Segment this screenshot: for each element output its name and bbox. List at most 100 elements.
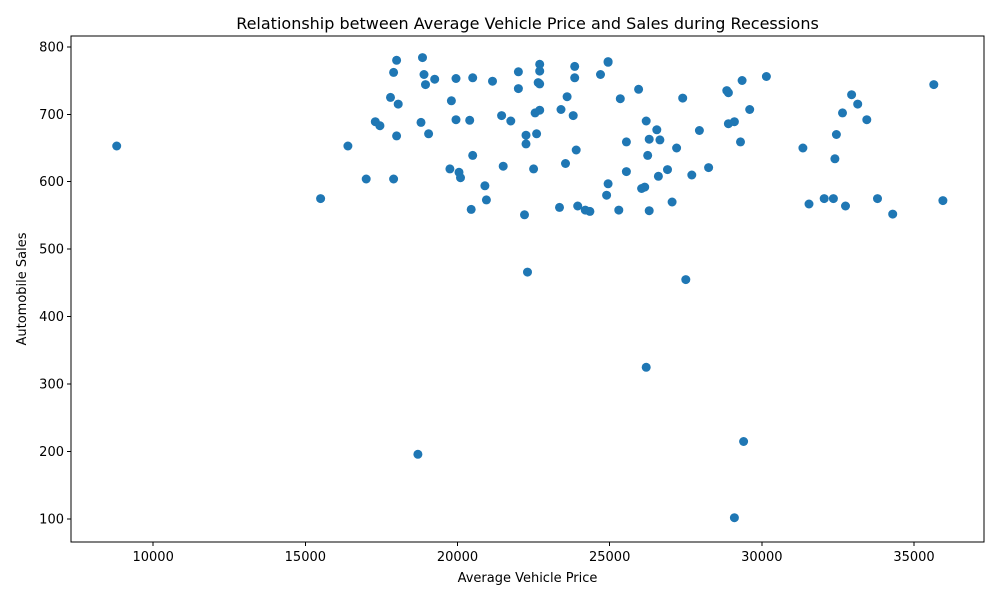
data-point bbox=[704, 163, 714, 173]
plot-frame bbox=[70, 35, 985, 543]
data-point bbox=[465, 115, 475, 125]
data-point bbox=[513, 84, 523, 94]
x-tick-label: 20000 bbox=[437, 550, 478, 565]
data-point bbox=[421, 80, 430, 90]
data-point bbox=[416, 117, 426, 127]
data-point bbox=[737, 76, 747, 85]
data-point bbox=[561, 159, 570, 168]
data-point bbox=[556, 105, 566, 114]
data-point bbox=[316, 194, 326, 204]
data-point bbox=[481, 195, 491, 205]
data-point bbox=[497, 111, 507, 121]
data-point bbox=[375, 121, 385, 131]
data-point bbox=[663, 165, 672, 175]
data-point bbox=[513, 67, 523, 77]
data-point bbox=[393, 99, 403, 109]
data-point bbox=[798, 143, 808, 153]
x-axis-title: Average Vehicle Price bbox=[458, 571, 598, 586]
data-point bbox=[938, 196, 948, 206]
data-point bbox=[828, 194, 838, 204]
data-point bbox=[819, 194, 829, 204]
data-point bbox=[555, 202, 564, 212]
data-point bbox=[723, 88, 733, 98]
data-point bbox=[603, 57, 613, 67]
data-point bbox=[596, 70, 605, 79]
data-point bbox=[419, 70, 429, 79]
x-tick-label: 15000 bbox=[285, 550, 326, 565]
data-point bbox=[451, 115, 461, 125]
data-point bbox=[640, 182, 650, 192]
x-tick-label: 30000 bbox=[741, 550, 782, 565]
data-point bbox=[585, 206, 595, 216]
y-tick-label: 100 bbox=[39, 513, 64, 528]
data-point bbox=[468, 150, 478, 160]
data-point bbox=[361, 174, 371, 184]
data-point bbox=[386, 92, 395, 102]
data-point bbox=[873, 194, 882, 204]
data-point bbox=[445, 164, 455, 174]
data-point bbox=[480, 181, 490, 191]
data-point bbox=[634, 84, 644, 94]
data-point bbox=[520, 210, 529, 220]
data-point bbox=[888, 209, 898, 219]
data-point bbox=[672, 143, 682, 153]
y-tick-label: 800 bbox=[39, 40, 64, 55]
data-point bbox=[862, 115, 872, 125]
data-point bbox=[602, 190, 612, 200]
y-tick-label: 600 bbox=[39, 175, 64, 190]
data-point bbox=[424, 129, 434, 139]
data-point bbox=[739, 437, 749, 446]
data-point bbox=[451, 74, 461, 83]
x-tick-label: 25000 bbox=[589, 550, 630, 565]
data-point bbox=[389, 174, 399, 184]
data-point bbox=[562, 92, 572, 102]
data-point bbox=[652, 125, 662, 135]
data-point bbox=[418, 53, 427, 63]
y-tick-label: 700 bbox=[39, 108, 64, 123]
data-point bbox=[681, 275, 691, 285]
data-point bbox=[729, 117, 739, 127]
data-point bbox=[838, 108, 847, 118]
data-point bbox=[761, 72, 771, 81]
data-point bbox=[621, 167, 631, 177]
data-point bbox=[466, 204, 476, 214]
data-point bbox=[392, 55, 402, 65]
x-axis: 10000 15000 20000 25000 30000 35000 bbox=[132, 542, 935, 565]
data-point bbox=[573, 201, 583, 211]
data-point bbox=[571, 145, 581, 155]
data-point bbox=[529, 164, 539, 174]
data-point bbox=[644, 206, 654, 216]
data-point bbox=[468, 73, 478, 83]
data-point bbox=[653, 171, 663, 181]
data-point bbox=[603, 179, 613, 189]
data-point bbox=[535, 66, 545, 76]
data-point bbox=[831, 130, 841, 139]
data-point bbox=[523, 267, 532, 277]
data-point bbox=[446, 96, 456, 106]
data-point bbox=[535, 105, 545, 115]
data-point bbox=[745, 105, 755, 114]
data-point bbox=[678, 93, 688, 103]
data-point bbox=[112, 141, 122, 151]
data-point bbox=[506, 116, 516, 126]
x-tick-label: 10000 bbox=[132, 550, 173, 565]
data-point bbox=[488, 76, 497, 86]
y-tick-label: 400 bbox=[39, 310, 64, 325]
data-point bbox=[667, 197, 677, 207]
data-point bbox=[615, 94, 625, 104]
data-point bbox=[736, 137, 745, 147]
chart-title: Relationship between Average Vehicle Pri… bbox=[236, 14, 819, 33]
data-point bbox=[570, 61, 580, 71]
data-point bbox=[729, 513, 739, 523]
data-point bbox=[521, 139, 531, 149]
data-point bbox=[641, 362, 651, 372]
data-point bbox=[614, 205, 624, 215]
data-point bbox=[430, 74, 440, 84]
y-tick-label: 500 bbox=[39, 243, 64, 258]
data-point bbox=[929, 80, 939, 90]
data-point bbox=[841, 201, 850, 211]
data-point bbox=[498, 161, 508, 171]
data-point bbox=[343, 141, 353, 151]
